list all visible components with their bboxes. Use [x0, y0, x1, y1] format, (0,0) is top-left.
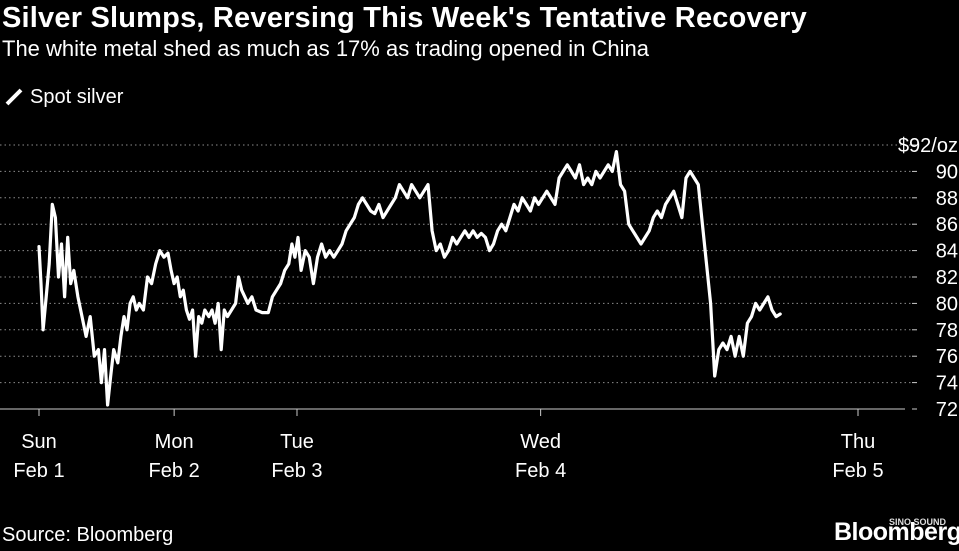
x-tick-date-feb-1: Feb 1 [13, 460, 64, 482]
y-tick-label-78: 78 [936, 320, 958, 342]
y-tick-label-92: $92/oz [898, 135, 958, 157]
y-tick-label-74: 74 [936, 373, 958, 395]
y-tick-label-84: 84 [936, 241, 958, 263]
chart-subtitle: The white metal shed as much as 17% as t… [2, 36, 649, 61]
series-line-spot-silver [37, 150, 782, 407]
x-tick-date-feb-4: Feb 4 [515, 460, 566, 482]
chart-title: Silver Slumps, Reversing This Week's Ten… [2, 2, 807, 34]
x-tick-day-wed: Wed [520, 431, 561, 453]
x-tick-day-thu: Thu [841, 431, 875, 453]
y-tick-label-82: 82 [936, 267, 958, 289]
x-tick-day-mon: Mon [155, 431, 194, 453]
watermark: SINO SOUND [889, 517, 947, 527]
x-tick-date-feb-3: Feb 3 [271, 460, 322, 482]
y-tick-label-88: 88 [936, 188, 958, 210]
legend: Spot silver [4, 84, 123, 110]
bloomberg-logo: Bloomberg [834, 518, 959, 546]
x-tick-day-sun: Sun [21, 431, 57, 453]
legend-label: Spot silver [30, 85, 124, 108]
y-tick-label-86: 86 [936, 214, 958, 236]
y-tick-label-90: 90 [936, 161, 958, 183]
x-tick-date-feb-5: Feb 5 [832, 460, 883, 482]
x-tick-day-tue: Tue [280, 431, 314, 453]
y-tick-label-80: 80 [936, 293, 958, 315]
y-tick-label-72: 72 [936, 399, 958, 421]
y-tick-label-76: 76 [936, 346, 958, 368]
x-tick-date-feb-2: Feb 2 [149, 460, 200, 482]
legend-swatch-icon [4, 87, 24, 107]
source-note: Source: Bloomberg [2, 524, 174, 546]
